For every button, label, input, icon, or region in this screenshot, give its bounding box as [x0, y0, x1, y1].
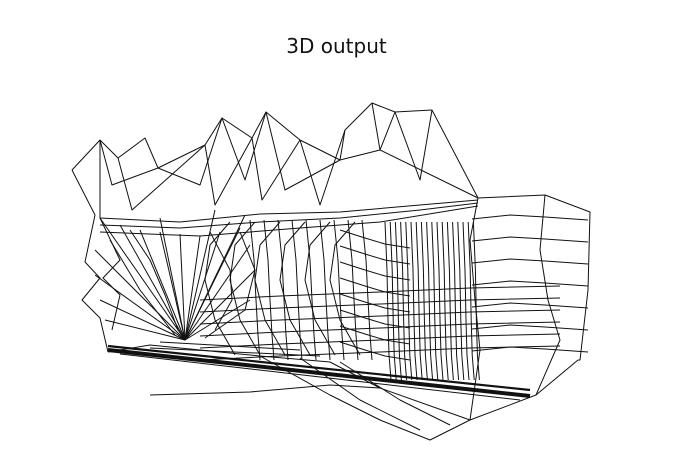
mesh-fan-arc-2 [209, 231, 233, 331]
mesh-rib-right-17 [472, 221, 480, 381]
mesh-rib-mid-4 [305, 219, 317, 361]
mesh-rib-right-2 [394, 221, 402, 381]
mesh-rib-mid-0 [249, 219, 261, 361]
mesh-rib-mid-1 [263, 219, 275, 361]
mesh-rib-right-4 [405, 221, 413, 381]
mesh-top-ridge [71, 102, 479, 199]
mesh-ring-mid-0 [204, 221, 236, 356]
mesh-fan-arc-3 [109, 239, 176, 336]
mesh-diagonal-3 [339, 277, 411, 297]
mesh-ridge-inner-3 [371, 102, 433, 181]
mesh-ring-mid-4 [304, 221, 336, 356]
mesh-ring-mid-5 [329, 221, 361, 356]
mesh-baseline-5 [149, 347, 321, 357]
mesh-fan-line-5 [184, 235, 201, 341]
mesh-baseline-thick [107, 348, 531, 398]
mesh-fan-line-8 [94, 249, 186, 341]
mesh-right-ring-5 [471, 324, 589, 331]
mesh-bottom-sag [149, 384, 381, 396]
mesh-bottom-outline [107, 344, 579, 421]
mesh-rib-right-11 [441, 221, 449, 381]
mesh-rib-right-16 [467, 221, 475, 381]
mesh-ridge-inner-2 [117, 129, 346, 211]
mesh-lower-sweep-1 [259, 355, 471, 441]
mesh-tube-top-1 [99, 199, 479, 223]
mesh-ring-mid-3 [279, 221, 311, 356]
mesh-right-cap-inner-2 [535, 194, 561, 396]
mesh-fan-line-12 [159, 217, 186, 341]
mesh-fan-line-2 [139, 229, 186, 341]
mesh-rib-right-9 [431, 221, 439, 381]
mesh-lower-sweep-2 [299, 357, 421, 431]
mesh-band-4 [199, 333, 561, 349]
mesh-right-ring-2 [471, 258, 589, 265]
mesh-rib-right-0 [384, 221, 392, 381]
mesh-rib-mid-7 [347, 219, 359, 361]
mesh-fan-line-15 [184, 244, 251, 341]
mesh-rib-right-14 [457, 221, 465, 381]
mesh-rib-right-12 [446, 221, 454, 381]
mesh-diagonal-4 [339, 293, 411, 313]
mesh-right-ring-4 [471, 302, 589, 309]
mesh-rib-mid-5 [319, 219, 331, 361]
mesh-diagonal-1 [339, 245, 411, 265]
mesh-right-cap [477, 194, 591, 361]
mesh-diagonal-6 [339, 325, 411, 345]
mesh-fan-line-17 [184, 299, 251, 341]
mesh-baseline-4 [159, 341, 301, 351]
mesh-fan-arc-1 [129, 229, 179, 331]
mesh-rib-right-6 [415, 221, 423, 381]
mesh-diagonal-2 [339, 261, 411, 281]
mesh-fan-line-14 [184, 214, 246, 341]
mesh-ring-mid-2 [254, 221, 286, 356]
mesh-fan-line-13 [184, 209, 216, 341]
mesh-ridge-inner [99, 111, 341, 191]
mesh-right-cap-inner [469, 197, 481, 421]
mesh-fan-line-0 [99, 217, 186, 341]
mesh-right-ring-3 [471, 280, 589, 287]
mesh-ridge-inner-4 [339, 149, 479, 199]
mesh-left-wall-inner [99, 140, 121, 331]
mesh-fan-line-16 [184, 269, 256, 341]
mesh-right-ring-6 [471, 346, 589, 353]
mesh-fan-line-11 [104, 319, 186, 341]
mesh-fan-line-10 [99, 299, 186, 341]
mesh-rib-right-10 [436, 221, 444, 381]
mesh-band-2 [199, 309, 561, 325]
mesh-rib-right-5 [410, 221, 418, 381]
mesh-right-ring-0 [471, 214, 589, 221]
mesh-band-1 [199, 297, 561, 313]
mesh-fan-line-4 [179, 233, 186, 341]
mesh-baseline-3 [119, 353, 521, 401]
mesh-rib-right-7 [420, 221, 428, 381]
mesh-band-5 [199, 345, 561, 361]
mesh-tube-top-2 [99, 202, 479, 229]
mesh-right-ring-1 [471, 236, 589, 243]
mesh-fan-line-6 [184, 231, 221, 341]
mesh-rib-right-3 [400, 221, 408, 381]
mesh-lower-sweep-3 [339, 361, 451, 426]
mesh-rib-right-8 [426, 221, 434, 381]
mesh-rib-right-15 [462, 221, 470, 381]
mesh-baseline-2 [107, 344, 531, 392]
mesh-diagonal-0 [339, 229, 411, 249]
mesh-fan-arc-4 [204, 231, 256, 339]
mesh-rib-right-1 [389, 221, 397, 381]
figure-title: 3D output [286, 34, 387, 58]
mesh-rib-right-13 [452, 221, 460, 381]
mesh-band-3 [199, 321, 561, 337]
mesh-diagonal-7 [339, 341, 411, 361]
mesh-band-0 [199, 285, 561, 301]
mesh-diagonal-5 [339, 309, 411, 329]
mesh-left-wall [71, 169, 109, 353]
mesh-rib-mid-8 [361, 219, 373, 361]
